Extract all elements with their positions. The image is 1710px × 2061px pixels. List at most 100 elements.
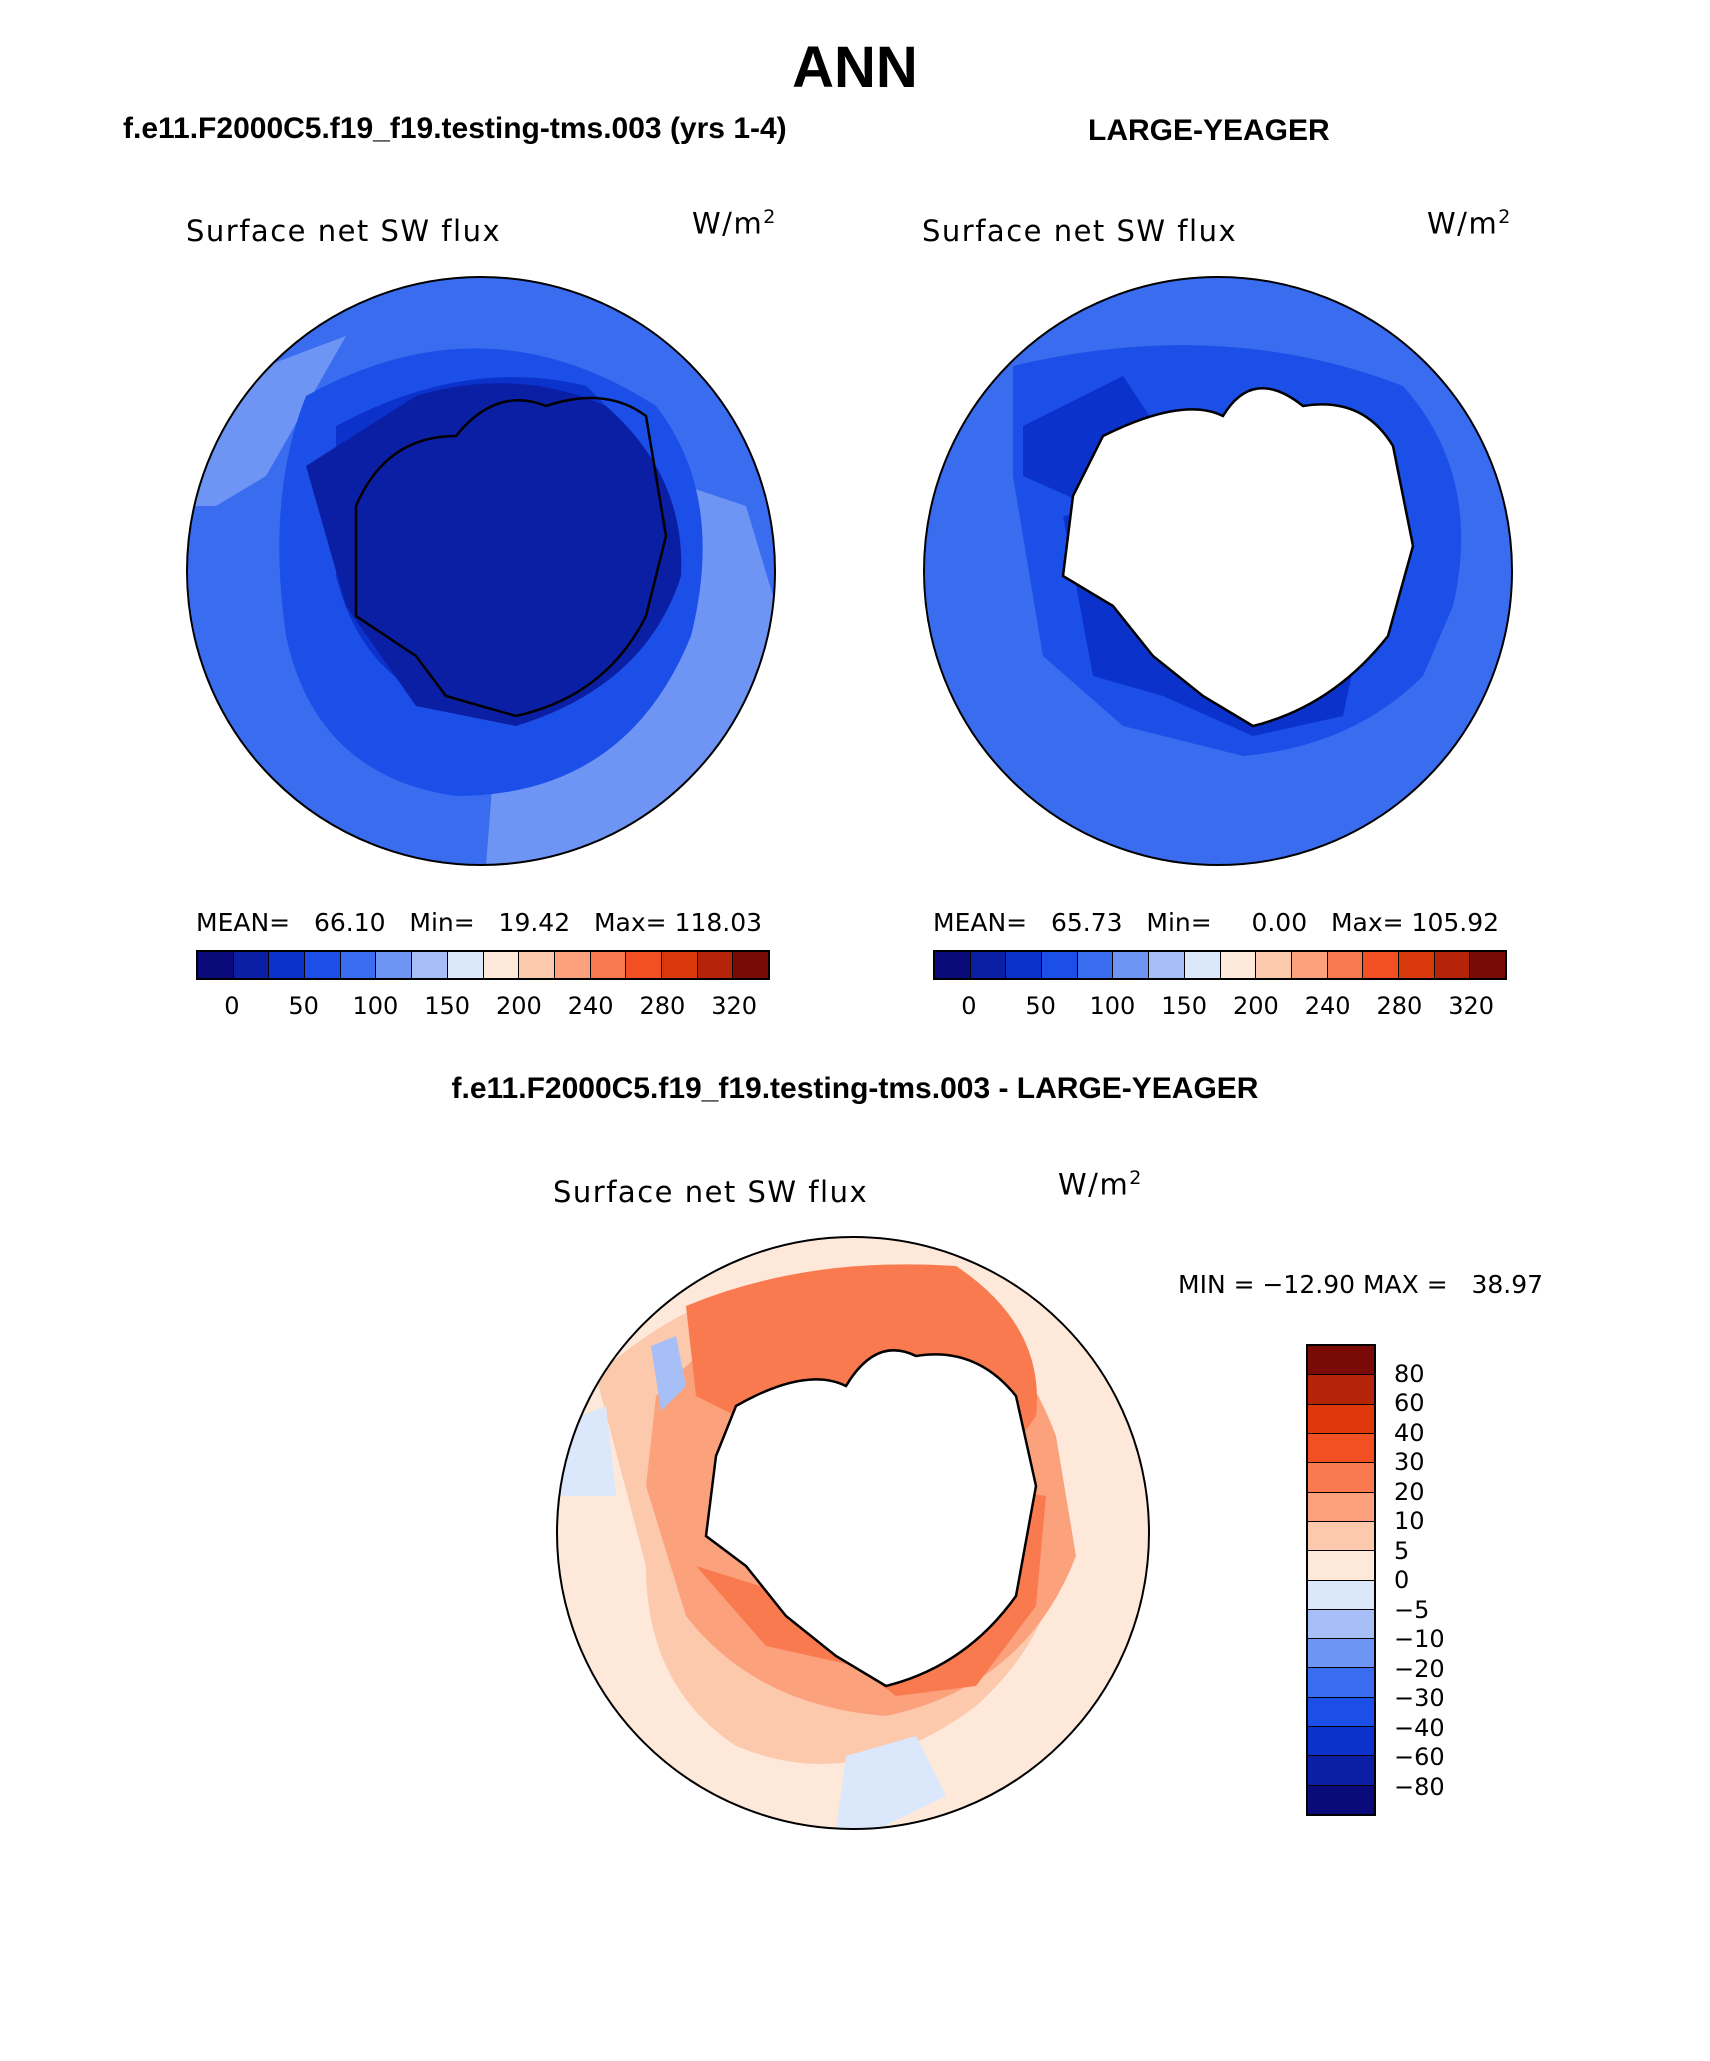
colorbar-swatch (340, 952, 377, 978)
colorbar-swatch (1006, 952, 1043, 978)
colorbar-swatch (1308, 1580, 1374, 1610)
colorbar-swatch (1308, 1785, 1374, 1814)
colorbar-swatch (697, 952, 734, 978)
colorbar-tick-label: 20 (1394, 1477, 1425, 1506)
colorbar-swatch (376, 952, 413, 978)
colorbar-swatch (1308, 1492, 1374, 1522)
colorbar-tick-label: 320 (1448, 992, 1495, 1020)
left-case-title: f.e11.F2000C5.f19_f19.testing-tms.003 (y… (123, 112, 787, 145)
diff-minmax: MIN = −12.90 MAX = 38.97 (1178, 1270, 1544, 1299)
colorbar-swatch (1308, 1346, 1374, 1376)
colorbar-swatch (1184, 952, 1221, 978)
colorbar-tick-label: 50 (1025, 992, 1056, 1020)
colorbar-swatch (1308, 1727, 1374, 1757)
colorbar-tick-label: 100 (1089, 992, 1136, 1020)
colorbar-swatch (1327, 952, 1364, 978)
colorbar-swatch (626, 952, 662, 978)
colorbar-swatch (935, 952, 971, 978)
colorbar-swatch (305, 952, 341, 978)
colorbar-swatch (661, 952, 698, 978)
colorbar-swatch (1470, 952, 1505, 978)
colorbar-swatch (1434, 952, 1471, 978)
right-variable-label: Surface net SW flux (922, 214, 1238, 248)
colorbar-swatch (1308, 1639, 1374, 1669)
colorbar-tick-label: −40 (1394, 1713, 1445, 1742)
colorbar-swatch (1308, 1463, 1374, 1493)
colorbar-tick-label: −60 (1394, 1743, 1445, 1771)
colorbar-tick-label: 5 (1394, 1536, 1410, 1565)
colorbar-tick-label: 80 (1394, 1359, 1425, 1388)
colorbar-swatch (1308, 1551, 1374, 1581)
colorbar-swatch (1291, 952, 1328, 978)
colorbar-tick-label: 150 (424, 992, 471, 1020)
left-colorbar-ticks: 0 50 100 150 200 240 280 320 (196, 992, 770, 1022)
colorbar-tick-label: 40 (1394, 1418, 1425, 1447)
colorbar-swatch (519, 952, 555, 978)
colorbar-tick-label: 0 (224, 992, 240, 1020)
colorbar-swatch (1363, 952, 1399, 978)
colorbar-swatch (1077, 952, 1114, 978)
right-map (923, 276, 1513, 866)
right-colorbar (933, 950, 1507, 980)
colorbar-tick-label: 10 (1394, 1507, 1425, 1535)
colorbar-swatch (970, 952, 1007, 978)
colorbar-swatch (233, 952, 270, 978)
right-case-title: LARGE-YEAGER (1088, 114, 1330, 147)
left-map (186, 276, 776, 866)
colorbar-swatch (554, 952, 591, 978)
colorbar-tick-label: 0 (961, 992, 977, 1020)
colorbar-tick-label: 100 (352, 992, 399, 1020)
left-stats: MEAN= 66.10 Min= 19.42 Max= 118.03 (196, 908, 763, 937)
colorbar-tick-label: −10 (1394, 1625, 1445, 1653)
diff-units: W/m2 (1058, 1167, 1143, 1202)
colorbar-tick-label: −80 (1394, 1772, 1445, 1801)
colorbar-swatch (1308, 1609, 1374, 1640)
diff-case-title: f.e11.F2000C5.f19_f19.testing-tms.003 - … (451, 1072, 1259, 1105)
colorbar-tick-label: 280 (1376, 992, 1423, 1020)
colorbar-swatch (1398, 952, 1435, 978)
colorbar-tick-label: −20 (1394, 1654, 1445, 1683)
left-colorbar (196, 950, 770, 980)
colorbar-swatch (1042, 952, 1078, 978)
colorbar-swatch (1308, 1433, 1374, 1464)
diff-map (556, 1236, 1150, 1830)
colorbar-tick-label: 320 (711, 992, 758, 1020)
colorbar-swatch (447, 952, 484, 978)
right-stats: MEAN= 65.73 Min= 0.00 Max= 105.92 (933, 908, 1500, 937)
colorbar-swatch (412, 952, 448, 978)
colorbar-swatch (1149, 952, 1185, 978)
right-units: W/m2 (1427, 206, 1512, 241)
colorbar-tick-label: −5 (1394, 1595, 1430, 1624)
right-colorbar-ticks: 0 50 100 150 200 240 280 320 (933, 992, 1507, 1022)
diff-colorbar (1306, 1344, 1376, 1816)
colorbar-swatch (733, 952, 768, 978)
colorbar-swatch (1308, 1697, 1374, 1728)
colorbar-tick-label: 60 (1394, 1389, 1425, 1417)
colorbar-swatch (483, 952, 520, 978)
colorbar-swatch (198, 952, 234, 978)
figure-title: ANN (792, 35, 918, 100)
colorbar-tick-label: 0 (1394, 1566, 1410, 1594)
diff-variable-label: Surface net SW flux (553, 1175, 869, 1209)
colorbar-tick-label: −30 (1394, 1684, 1445, 1712)
colorbar-swatch (1308, 1375, 1374, 1405)
colorbar-swatch (1308, 1521, 1374, 1552)
diff-colorbar-ticks: 80 60 40 30 20 10 5 0 −5 −10 −20 −30 −40 −60 −80 (1394, 1344, 1454, 1816)
colorbar-swatch (1113, 952, 1150, 978)
colorbar-swatch (1308, 1404, 1374, 1434)
colorbar-tick-label: 240 (1304, 992, 1351, 1020)
colorbar-swatch (1308, 1668, 1374, 1698)
colorbar-tick-label: 150 (1161, 992, 1208, 1020)
colorbar-tick-label: 50 (288, 992, 319, 1020)
colorbar-tick-label: 200 (1232, 992, 1279, 1020)
colorbar-swatch (1256, 952, 1292, 978)
colorbar-tick-label: 240 (567, 992, 614, 1020)
colorbar-swatch (590, 952, 627, 978)
left-variable-label: Surface net SW flux (186, 214, 502, 248)
colorbar-tick-label: 280 (639, 992, 686, 1020)
colorbar-tick-label: 200 (495, 992, 542, 1020)
colorbar-swatch (1308, 1756, 1374, 1786)
colorbar-swatch (269, 952, 306, 978)
colorbar-tick-label: 30 (1394, 1448, 1425, 1476)
colorbar-swatch (1220, 952, 1257, 978)
